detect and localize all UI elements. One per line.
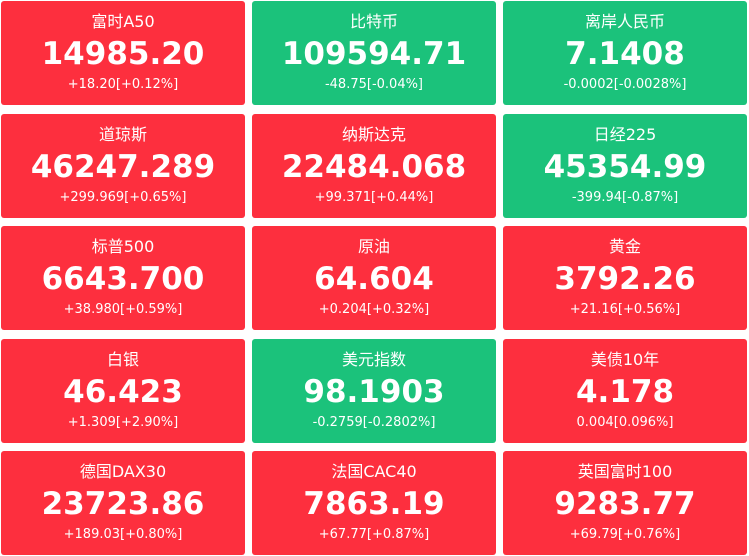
tile-name: 黄金 (608, 237, 641, 256)
tile-change: +1.309[+2.90%] (67, 414, 179, 430)
tile-change: -0.0002[-0.0028%] (563, 77, 687, 92)
tile-price: 109594.71 (281, 36, 467, 72)
tile-change: +0.204[+0.32%] (318, 302, 430, 317)
tile-name: 美元指数 (341, 349, 406, 369)
market-tile[interactable]: 比特币 109594.71 -48.75[-0.04%] (252, 1, 496, 105)
tile-change: -0.2759[-0.2802%] (312, 414, 436, 430)
tile-name: 法国CAC40 (331, 462, 417, 481)
tile-change: +21.16[+0.56%] (569, 302, 681, 317)
tile-price: 64.604 (314, 261, 434, 297)
tile-change: +69.79[+0.76%] (569, 527, 681, 542)
tile-change: +189.03[+0.80%] (63, 527, 183, 542)
tile-price: 46.423 (63, 373, 183, 410)
market-tile[interactable]: 黄金 3792.26 +21.16[+0.56%] (503, 226, 747, 330)
tile-name: 纳斯达克 (341, 124, 406, 144)
tile-price: 45354.99 (543, 148, 707, 185)
tile-price: 7.1408 (565, 36, 685, 72)
tile-name: 原油 (357, 237, 390, 256)
tile-price: 9283.77 (554, 486, 696, 522)
market-tile[interactable]: 标普500 6643.700 +38.980[+0.59%] (1, 226, 245, 330)
tile-price: 23723.86 (41, 486, 205, 522)
market-tile[interactable]: 美元指数 98.1903 -0.2759[-0.2802%] (252, 338, 496, 443)
tile-name: 比特币 (349, 12, 398, 31)
tile-change: +18.20[+0.12%] (67, 77, 179, 92)
tile-price: 46247.289 (30, 148, 216, 185)
market-tile[interactable]: 英国富时100 9283.77 +69.79[+0.76%] (503, 451, 747, 555)
tile-price: 6643.700 (41, 261, 205, 297)
tile-change: +38.980[+0.59%] (63, 302, 183, 317)
tile-name: 道琼斯 (98, 124, 147, 144)
tile-change: +99.371[+0.44%] (314, 189, 434, 205)
tile-price: 98.1903 (303, 373, 445, 410)
market-tile[interactable]: 美债10年 4.178 0.004[0.096%] (503, 338, 747, 443)
tile-name: 美债10年 (590, 349, 660, 369)
tile-name: 日经225 (593, 124, 657, 144)
tile-change: 0.004[0.096%] (576, 414, 674, 430)
market-tile[interactable]: 纳斯达克 22484.068 +99.371[+0.44%] (252, 113, 496, 218)
tile-price: 22484.068 (281, 148, 467, 185)
market-tile[interactable]: 富时A50 14985.20 +18.20[+0.12%] (1, 1, 245, 105)
market-tile[interactable]: 德国DAX30 23723.86 +189.03[+0.80%] (1, 451, 245, 555)
tile-change: +67.77[+0.87%] (318, 527, 430, 542)
tile-price: 3792.26 (554, 261, 696, 297)
tile-name: 白银 (106, 349, 139, 369)
tile-price: 14985.20 (41, 36, 205, 72)
tile-change: +299.969[+0.65%] (59, 189, 187, 205)
market-tile[interactable]: 白银 46.423 +1.309[+2.90%] (1, 338, 245, 443)
market-tile[interactable]: 原油 64.604 +0.204[+0.32%] (252, 226, 496, 330)
tile-change: -399.94[-0.87%] (571, 189, 679, 205)
tile-price: 7863.19 (303, 486, 445, 522)
tile-name: 富时A50 (91, 12, 155, 31)
tile-name: 标普500 (91, 237, 155, 256)
tile-name: 英国富时100 (577, 462, 673, 481)
tile-change: -48.75[-0.04%] (324, 77, 424, 92)
market-tile[interactable]: 离岸人民币 7.1408 -0.0002[-0.0028%] (503, 1, 747, 105)
tile-name: 离岸人民币 (584, 12, 665, 31)
tile-price: 4.178 (575, 373, 675, 410)
market-tile[interactable]: 法国CAC40 7863.19 +67.77[+0.87%] (252, 451, 496, 555)
market-tile[interactable]: 日经225 45354.99 -399.94[-0.87%] (503, 113, 747, 218)
tile-name: 德国DAX30 (79, 462, 167, 481)
market-tile[interactable]: 道琼斯 46247.289 +299.969[+0.65%] (1, 113, 245, 218)
